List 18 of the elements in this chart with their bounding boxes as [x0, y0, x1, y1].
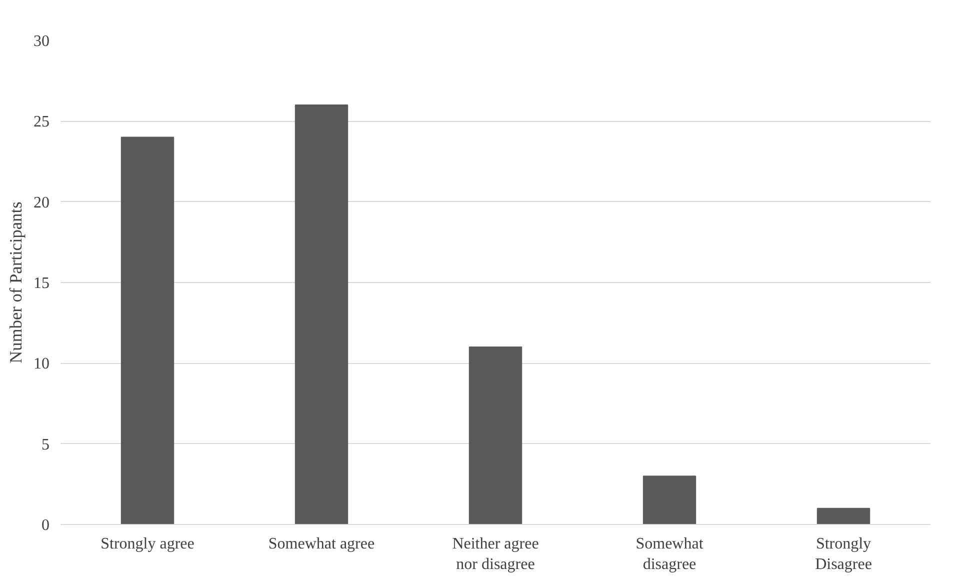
y-axis-title: Number of Participants	[6, 201, 26, 364]
bar	[642, 476, 696, 524]
x-tick-label: Neither agree nor disagree	[452, 536, 539, 573]
y-tick-label: 15	[34, 275, 50, 292]
y-tick-label: 30	[34, 33, 50, 50]
bar	[120, 136, 174, 524]
x-tick-label: Strongly agree	[100, 536, 194, 552]
bar	[468, 346, 522, 524]
x-tick-label: Somewhat disagree	[636, 536, 704, 573]
y-tick-label: 20	[34, 194, 50, 212]
y-tick-label: 25	[34, 114, 50, 131]
y-tick-label: 0	[42, 517, 50, 534]
bar	[816, 508, 870, 524]
x-tick-label: Strongly Disagree	[815, 536, 872, 573]
x-tick-label: Somewhat agree	[268, 536, 375, 552]
bar	[294, 104, 348, 524]
y-tick-label: 10	[34, 356, 50, 373]
y-tick-label: 5	[42, 436, 50, 454]
